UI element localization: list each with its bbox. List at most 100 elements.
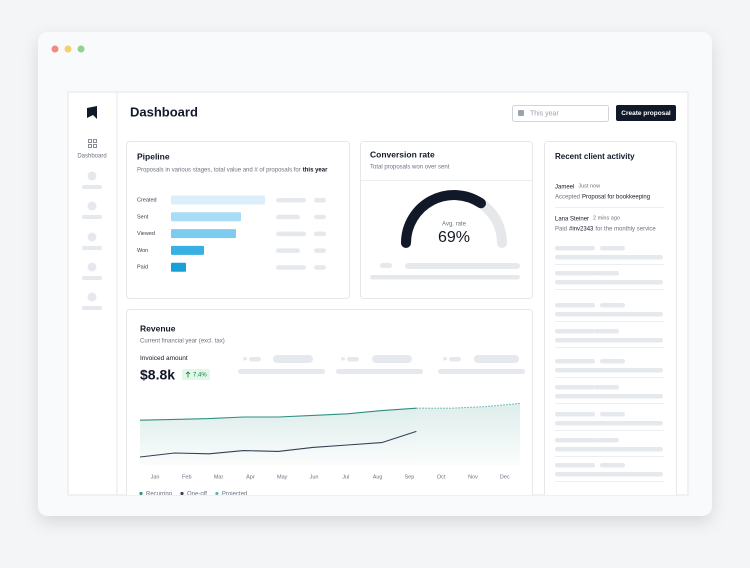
x-tick-label: Jan bbox=[151, 474, 160, 480]
activity-object[interactable]: Proposal for bookkeeping bbox=[582, 194, 650, 200]
activity-meta: Jameel Just now bbox=[555, 184, 600, 190]
nav-icon-placeholder[interactable] bbox=[87, 262, 97, 272]
skeleton bbox=[555, 463, 595, 468]
bar-label: Sent bbox=[137, 214, 149, 220]
skeleton bbox=[238, 369, 325, 374]
activity-text: Accepted Proposal for bookkeeping bbox=[555, 194, 650, 200]
conversion-title: Conversion rate bbox=[370, 149, 435, 159]
activity-time: Just now bbox=[578, 184, 600, 190]
logo[interactable] bbox=[87, 106, 97, 119]
area bbox=[416, 403, 520, 465]
skeleton bbox=[243, 357, 247, 361]
skeleton bbox=[314, 231, 326, 237]
skeleton bbox=[555, 472, 663, 477]
legend-swatch bbox=[139, 491, 143, 495]
window-minimize[interactable] bbox=[64, 45, 72, 53]
skeleton bbox=[555, 338, 663, 343]
revenue-subtitle: Current financial year (excl. tax) bbox=[140, 339, 225, 345]
skeleton bbox=[600, 303, 625, 308]
skeleton bbox=[314, 248, 326, 253]
skeleton bbox=[555, 271, 595, 276]
skeleton bbox=[336, 369, 423, 374]
nav-label[interactable]: Dashboard bbox=[77, 154, 106, 160]
nav-icon-placeholder[interactable] bbox=[87, 171, 97, 181]
bar bbox=[171, 229, 236, 239]
revenue-placeholders bbox=[238, 355, 525, 374]
skeleton bbox=[82, 215, 102, 219]
skeleton bbox=[555, 246, 595, 251]
x-tick-label: Apr bbox=[246, 474, 255, 480]
create-button[interactable] bbox=[616, 105, 676, 121]
gauge-value bbox=[401, 190, 486, 248]
legend-swatch bbox=[215, 491, 219, 495]
line bbox=[139, 407, 417, 421]
activity-meta: Lana Steiner 2 mins ago bbox=[555, 216, 620, 222]
skeleton bbox=[347, 357, 359, 362]
x-tick-label: Mar bbox=[214, 474, 224, 480]
metric-value: $8.8k bbox=[140, 367, 175, 383]
skeleton bbox=[443, 357, 447, 361]
gauge-value-label: 69% bbox=[438, 229, 470, 246]
line bbox=[139, 430, 417, 458]
x-tick-label: Aug bbox=[373, 474, 383, 480]
skeleton bbox=[249, 357, 261, 362]
x-tick-label: Sep bbox=[405, 474, 415, 480]
skeleton bbox=[600, 246, 625, 251]
nav-icon-placeholder[interactable] bbox=[87, 201, 97, 211]
activity-placeholders bbox=[555, 246, 664, 482]
client-name: Jameel bbox=[555, 184, 574, 190]
area bbox=[140, 408, 417, 465]
skeleton bbox=[555, 312, 663, 317]
change-badge bbox=[182, 369, 210, 380]
nav-dashboard-icon[interactable] bbox=[88, 139, 97, 148]
activity-rest: for the monthly service bbox=[595, 226, 656, 232]
skeleton bbox=[594, 271, 619, 276]
sidebar-placeholders bbox=[82, 171, 102, 310]
x-tick-label: May bbox=[277, 474, 288, 480]
skeleton bbox=[276, 198, 306, 203]
nav-icon-placeholder[interactable] bbox=[87, 232, 97, 242]
skeleton bbox=[341, 357, 345, 361]
skeleton bbox=[555, 280, 663, 285]
skeleton bbox=[555, 412, 595, 417]
pipeline-subtitle: Proposals in various stages, total value… bbox=[137, 167, 328, 173]
activity-text: Paid #inv2343 for the monthly service bbox=[555, 226, 656, 232]
skeleton bbox=[276, 214, 300, 220]
skeleton bbox=[555, 368, 663, 373]
pipeline-chart: Created Sent Viewed Won Paid bbox=[137, 195, 326, 272]
x-tick-label: Jun bbox=[310, 474, 319, 480]
bar bbox=[171, 245, 204, 255]
skeleton bbox=[449, 357, 461, 362]
client-name: Lana Steiner bbox=[555, 216, 589, 222]
calendar-icon bbox=[518, 110, 524, 116]
window-maximize[interactable] bbox=[77, 45, 85, 53]
skeleton bbox=[314, 265, 326, 270]
bar-label: Won bbox=[137, 248, 148, 254]
create-button-text[interactable]: Create proposal bbox=[621, 110, 671, 117]
skeleton bbox=[555, 447, 663, 452]
legend-label: Projected bbox=[222, 492, 247, 498]
skeleton bbox=[600, 463, 625, 468]
skeleton bbox=[555, 359, 595, 364]
activity-object[interactable]: #inv2343 bbox=[569, 226, 594, 232]
x-tick-label: Oct bbox=[437, 474, 446, 480]
legend-label: One-off bbox=[187, 492, 207, 498]
gauge-label: Avg. rate bbox=[442, 222, 467, 228]
line bbox=[416, 402, 521, 409]
up-arrow bbox=[185, 371, 191, 378]
skeleton bbox=[273, 355, 313, 363]
legend-label: Recurring bbox=[146, 492, 172, 498]
skeleton bbox=[555, 329, 595, 334]
bar bbox=[171, 212, 241, 222]
window-close[interactable] bbox=[51, 45, 59, 53]
skeleton bbox=[82, 306, 102, 310]
date-filter[interactable] bbox=[512, 105, 609, 122]
skeleton bbox=[555, 303, 595, 308]
nav-icon-placeholder[interactable] bbox=[87, 292, 97, 302]
date-filter-text[interactable]: This year bbox=[530, 110, 559, 117]
skeleton bbox=[380, 263, 392, 268]
skeleton bbox=[555, 438, 595, 443]
bar-label: Created bbox=[137, 197, 157, 203]
